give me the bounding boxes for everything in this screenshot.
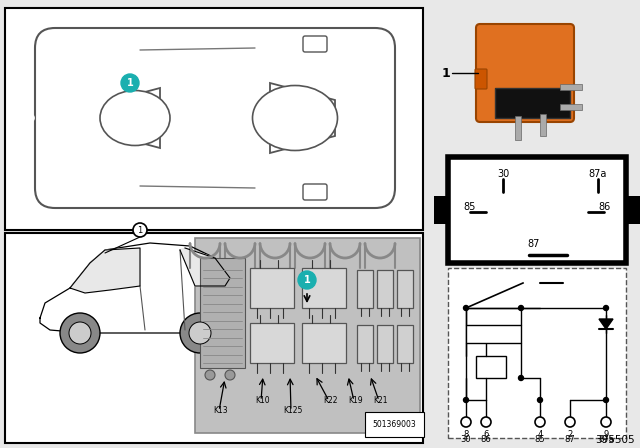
- Circle shape: [121, 74, 139, 92]
- Text: K10: K10: [255, 396, 269, 405]
- Text: 86: 86: [481, 435, 492, 444]
- Bar: [302, 268, 346, 308]
- Bar: [5, 233, 423, 443]
- Circle shape: [461, 417, 471, 427]
- Bar: [250, 323, 294, 363]
- Circle shape: [604, 306, 609, 310]
- FancyBboxPatch shape: [303, 184, 327, 200]
- Bar: [455, 0, 625, 158]
- Circle shape: [298, 271, 316, 289]
- Circle shape: [463, 306, 468, 310]
- Circle shape: [463, 397, 468, 402]
- Text: 6: 6: [483, 430, 489, 439]
- Bar: [540, 114, 546, 136]
- Bar: [377, 270, 393, 308]
- Bar: [466, 325, 521, 343]
- FancyBboxPatch shape: [303, 36, 327, 52]
- Text: K21: K21: [373, 396, 387, 405]
- Text: 1: 1: [127, 78, 133, 88]
- Circle shape: [180, 313, 220, 353]
- Text: 30: 30: [461, 435, 471, 444]
- Circle shape: [518, 375, 524, 380]
- Circle shape: [60, 313, 100, 353]
- Text: 1: 1: [303, 275, 310, 285]
- Bar: [357, 270, 373, 308]
- Bar: [200, 258, 245, 368]
- Circle shape: [133, 223, 147, 237]
- FancyBboxPatch shape: [476, 24, 574, 122]
- Text: 4: 4: [538, 430, 543, 439]
- Circle shape: [225, 370, 235, 380]
- Bar: [250, 268, 294, 308]
- Bar: [495, 88, 570, 118]
- Circle shape: [481, 417, 491, 427]
- Ellipse shape: [100, 90, 170, 146]
- Bar: [434, 196, 450, 224]
- Bar: [195, 238, 420, 433]
- Text: 9: 9: [604, 430, 609, 439]
- Text: 87: 87: [527, 239, 540, 249]
- Polygon shape: [599, 319, 613, 329]
- Text: 2: 2: [568, 430, 573, 439]
- Text: K125: K125: [283, 406, 302, 415]
- Bar: [397, 325, 413, 363]
- Bar: [624, 196, 640, 224]
- Text: 85: 85: [534, 435, 545, 444]
- Text: 87a: 87a: [598, 435, 614, 444]
- Polygon shape: [70, 248, 140, 293]
- Bar: [515, 116, 521, 140]
- Text: K19: K19: [348, 396, 363, 405]
- Circle shape: [69, 322, 91, 344]
- Text: K13: K13: [213, 406, 228, 415]
- Bar: [560, 104, 582, 110]
- FancyBboxPatch shape: [35, 28, 395, 208]
- Text: 85: 85: [463, 202, 476, 212]
- Text: K22: K22: [323, 396, 337, 405]
- Circle shape: [538, 397, 543, 402]
- Ellipse shape: [253, 86, 337, 151]
- Bar: [448, 268, 626, 438]
- Polygon shape: [115, 88, 160, 148]
- Text: 501369003: 501369003: [372, 420, 416, 429]
- Text: 30: 30: [497, 169, 509, 179]
- Polygon shape: [270, 83, 335, 153]
- Circle shape: [189, 322, 211, 344]
- Text: 87: 87: [564, 435, 575, 444]
- Text: 87a: 87a: [589, 169, 607, 179]
- Text: 395505: 395505: [595, 435, 635, 445]
- Polygon shape: [180, 248, 230, 286]
- Circle shape: [535, 417, 545, 427]
- Text: 8: 8: [463, 430, 468, 439]
- Circle shape: [518, 306, 524, 310]
- Bar: [476, 356, 506, 378]
- Bar: [560, 84, 582, 90]
- Text: 1: 1: [138, 225, 143, 234]
- Circle shape: [601, 417, 611, 427]
- Bar: [357, 325, 373, 363]
- Bar: [397, 270, 413, 308]
- Bar: [495, 88, 570, 118]
- Bar: [5, 8, 423, 230]
- Bar: [448, 157, 626, 263]
- Circle shape: [565, 417, 575, 427]
- Circle shape: [205, 370, 215, 380]
- FancyBboxPatch shape: [475, 69, 487, 89]
- Bar: [377, 325, 393, 363]
- Circle shape: [604, 397, 609, 402]
- Polygon shape: [40, 243, 240, 333]
- Text: 86: 86: [599, 202, 611, 212]
- Bar: [302, 323, 346, 363]
- Text: 1: 1: [441, 66, 450, 79]
